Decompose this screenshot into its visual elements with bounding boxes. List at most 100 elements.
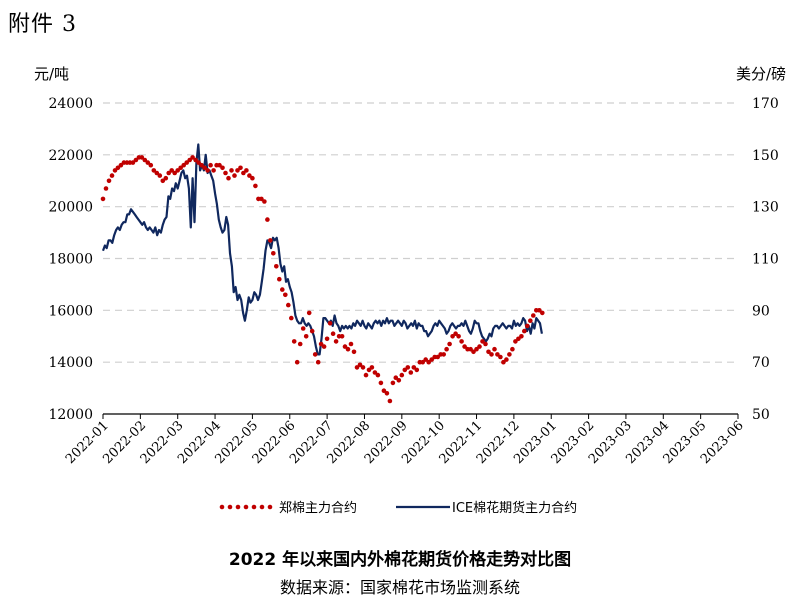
series-point-zce — [199, 162, 204, 168]
series-point-zce — [103, 186, 109, 191]
series-point-zce — [474, 346, 479, 352]
series-point-zce — [184, 160, 189, 165]
series-point-zce — [172, 170, 177, 176]
series-point-zce — [378, 380, 384, 386]
chart-source: 数据来源：国家棉花市场监测系统 — [279, 578, 520, 597]
legend-marker-dot — [227, 504, 233, 510]
series-point-zce — [492, 346, 497, 352]
series-point-zce — [294, 359, 300, 365]
series-point-zce — [265, 217, 270, 222]
series-point-zce — [459, 339, 464, 344]
series-point-zce — [283, 292, 288, 298]
series-point-zce — [375, 372, 381, 378]
series-point-zce — [115, 165, 121, 171]
series-point-zce — [513, 339, 518, 344]
grid — [103, 102, 738, 363]
series-point-zce — [420, 359, 426, 365]
series-point-zce — [286, 302, 291, 308]
series-point-zce — [399, 372, 405, 378]
series-point-zce — [441, 352, 447, 357]
series-point-zce — [396, 378, 402, 383]
series-point-zce — [217, 162, 222, 168]
left-tick-label: 16000 — [48, 303, 93, 319]
legend-item-zce — [219, 504, 273, 510]
series-point-zce — [390, 380, 396, 386]
legend-marker-dot — [251, 504, 257, 510]
series-point-zce — [369, 365, 375, 370]
series-point-zce — [327, 321, 333, 326]
series-point-zce — [480, 339, 485, 344]
legend-marker-dot — [235, 504, 241, 510]
series-point-zce — [348, 341, 354, 347]
series-point-zce — [181, 162, 186, 168]
series-point-zce — [271, 251, 276, 256]
series-point-zce — [507, 352, 512, 357]
series-point-zce — [157, 173, 163, 178]
series-point-zce — [268, 238, 273, 243]
series-line-ice — [101, 143, 543, 356]
series-point-zce — [405, 365, 411, 370]
series-point-zce — [130, 160, 136, 165]
series-layer — [100, 143, 545, 404]
series-point-zce — [435, 354, 441, 360]
left-tick-label: 24000 — [48, 96, 93, 112]
right-tick-label: 170 — [752, 96, 779, 112]
series-point-zce — [235, 168, 240, 173]
legend-marker-dot — [259, 504, 265, 510]
series-point-zce — [528, 318, 533, 324]
legend: 郑棉主力合约 ICE棉花期货主力合约 — [219, 500, 577, 516]
series-point-zce — [205, 168, 210, 173]
series-point-zce — [495, 352, 500, 357]
series-point-zce — [145, 160, 151, 165]
legend-marker-dot — [219, 504, 225, 510]
legend-label-ice: ICE棉花期货主力合约 — [452, 500, 577, 516]
attachment-label: 附件 3 — [8, 12, 77, 37]
series-point-zce — [321, 344, 327, 349]
series-point-zce — [345, 346, 351, 352]
series-point-zce — [486, 349, 491, 355]
series-point-zce — [423, 357, 429, 362]
series-point-zce — [202, 165, 207, 171]
series-point-zce — [148, 162, 154, 168]
right-tick-label: 150 — [752, 148, 779, 164]
series-point-zce — [223, 170, 228, 176]
right-axis-unit: 美分/磅 — [736, 65, 786, 83]
series-point-zce — [160, 178, 166, 184]
series-point-zce — [250, 175, 255, 181]
series-point-zce — [387, 398, 393, 404]
series-point-zce — [318, 341, 324, 347]
series-point-zce — [333, 339, 339, 344]
series-point-zce — [241, 170, 246, 176]
chart: 12000 50 14000 70 16000 90 18000 110 20000 130 220… — [34, 65, 786, 516]
series-point-zce — [211, 168, 216, 173]
series-point-zce — [106, 178, 112, 184]
series-point-zce — [312, 352, 318, 357]
series-point-zce — [363, 372, 369, 378]
series-point-zce — [297, 341, 303, 347]
series-point-zce — [510, 346, 515, 352]
series-point-zce — [154, 170, 160, 176]
series-point-zce — [175, 168, 180, 173]
series-point-zce — [330, 331, 336, 337]
left-tick-label: 18000 — [48, 252, 93, 268]
series-point-zce — [178, 165, 183, 171]
series-point-zce — [289, 315, 294, 321]
series-point-zce — [109, 173, 115, 178]
right-tick-label: 50 — [752, 407, 770, 423]
right-tick-label: 70 — [752, 355, 770, 371]
legend-marker-dot — [243, 504, 249, 510]
series-point-zce — [354, 365, 360, 370]
series-point-zce — [498, 354, 503, 360]
series-point-zce — [166, 170, 171, 176]
series-point-zce — [525, 323, 530, 329]
right-tick-label: 110 — [752, 252, 779, 268]
series-point-zce — [193, 157, 198, 163]
series-point-zce — [259, 196, 264, 202]
series-point-zce — [339, 334, 345, 339]
series-point-zce — [537, 308, 542, 313]
series-point-zce — [324, 336, 330, 342]
series-point-zce — [414, 367, 420, 373]
series-point-zce — [196, 160, 201, 165]
series-point-zce — [226, 175, 231, 181]
left-tick-label: 12000 — [48, 407, 93, 423]
